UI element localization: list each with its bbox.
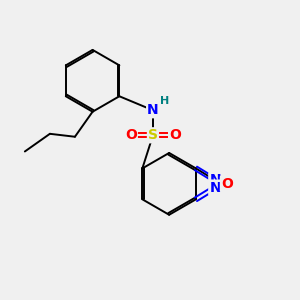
Text: N: N	[209, 173, 221, 187]
Text: O: O	[221, 177, 233, 191]
Text: H: H	[160, 96, 169, 106]
Text: O: O	[125, 128, 137, 142]
Text: O: O	[169, 128, 181, 142]
Text: N: N	[147, 103, 159, 117]
Text: S: S	[148, 128, 158, 142]
Text: N: N	[209, 181, 221, 195]
